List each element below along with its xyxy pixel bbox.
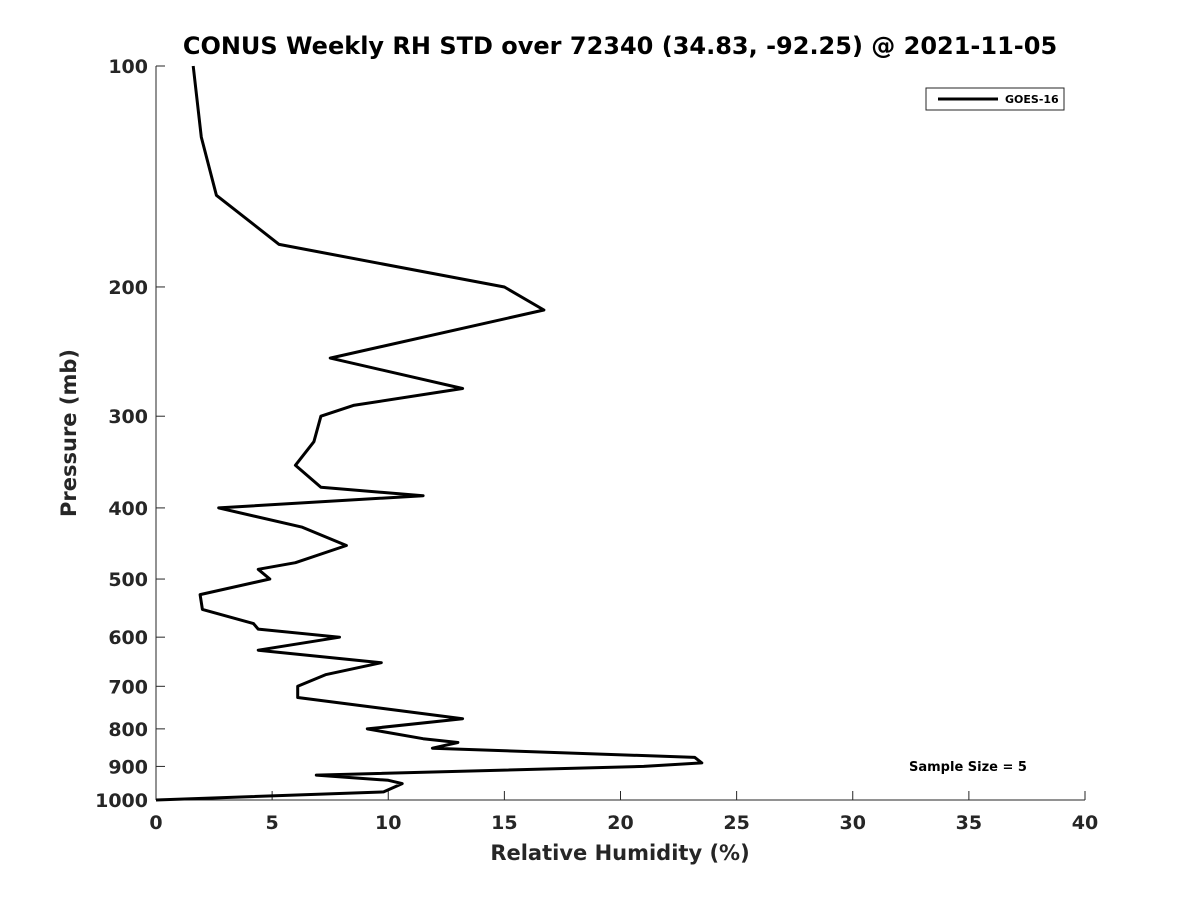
y-tick-label: 400 bbox=[108, 498, 148, 520]
sample-size-annotation: Sample Size = 5 bbox=[909, 760, 1027, 775]
x-tick-label: 0 bbox=[149, 812, 162, 834]
x-tick-label: 20 bbox=[607, 812, 633, 834]
x-tick-label: 30 bbox=[840, 812, 866, 834]
y-tick-label: 900 bbox=[108, 756, 148, 778]
x-tick-label: 35 bbox=[956, 812, 982, 834]
legend: GOES-16 bbox=[925, 87, 1065, 111]
y-axis-ticks: 100 200 300 400 500 600 700 800 900 1000 bbox=[95, 56, 165, 812]
series-line-goes-16 bbox=[155, 65, 704, 802]
x-axis-label: Relative Humidity (%) bbox=[490, 841, 749, 865]
y-tick-label: 600 bbox=[108, 627, 148, 649]
y-tick-label: 200 bbox=[108, 277, 148, 299]
x-tick-label: 15 bbox=[491, 812, 517, 834]
y-axis-label: Pressure (mb) bbox=[57, 349, 81, 517]
x-axis-ticks: 0 5 10 15 20 25 30 35 40 bbox=[149, 791, 1098, 834]
x-tick-label: 25 bbox=[723, 812, 749, 834]
y-tick-label: 1000 bbox=[95, 790, 148, 812]
x-tick-label: 5 bbox=[266, 812, 279, 834]
chart-title: CONUS Weekly RH STD over 72340 (34.83, -… bbox=[183, 32, 1057, 60]
legend-label-goes-16: GOES-16 bbox=[1005, 93, 1059, 106]
y-tick-label: 300 bbox=[108, 406, 148, 428]
y-tick-label: 500 bbox=[108, 569, 148, 591]
y-tick-label: 700 bbox=[108, 676, 148, 698]
y-tick-label: 800 bbox=[108, 719, 148, 741]
y-tick-label: 100 bbox=[108, 56, 148, 78]
x-tick-label: 40 bbox=[1072, 812, 1098, 834]
x-tick-label: 10 bbox=[375, 812, 401, 834]
